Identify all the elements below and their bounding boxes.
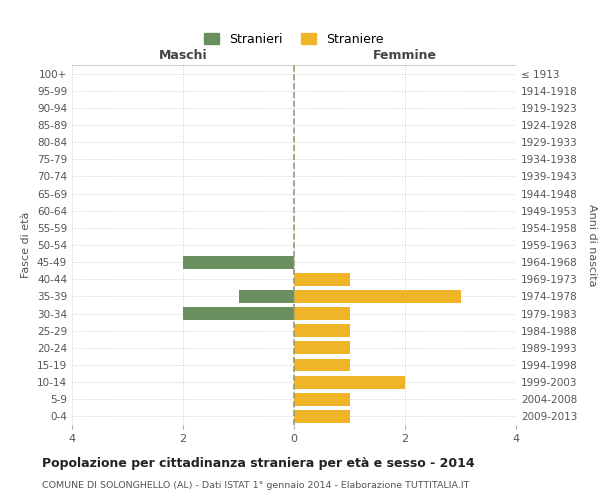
Text: Popolazione per cittadinanza straniera per età e sesso - 2014: Popolazione per cittadinanza straniera p… [42,458,475,470]
Bar [294,358,349,372]
Bar [183,256,294,268]
Bar [294,307,349,320]
Text: Maschi: Maschi [158,50,208,62]
Bar [294,324,349,337]
Bar [294,410,349,423]
Legend: Stranieri, Straniere: Stranieri, Straniere [199,28,389,51]
Bar [294,393,349,406]
Bar [294,342,349,354]
Y-axis label: Anni di nascita: Anni di nascita [587,204,597,286]
Text: COMUNE DI SOLONGHELLO (AL) - Dati ISTAT 1° gennaio 2014 - Elaborazione TUTTITALI: COMUNE DI SOLONGHELLO (AL) - Dati ISTAT … [42,480,469,490]
Y-axis label: Fasce di età: Fasce di età [22,212,31,278]
Bar [294,273,349,285]
Bar [294,290,461,303]
Bar [239,290,294,303]
Bar [183,307,294,320]
Text: Femmine: Femmine [373,50,437,62]
Bar [294,376,405,388]
